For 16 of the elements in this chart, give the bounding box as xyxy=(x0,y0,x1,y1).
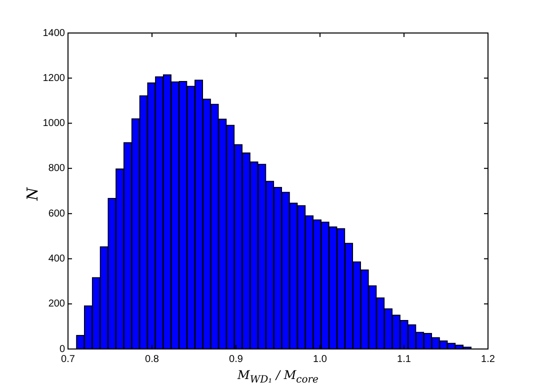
y-tick-label: 0 xyxy=(59,344,66,355)
x-axis-title: M$_{WD₁}$ / M$_{core}$ xyxy=(236,368,320,386)
y-tick-label: 400 xyxy=(48,253,66,264)
y-tick-label: 1200 xyxy=(42,72,66,84)
x-tick-label: 0.8 xyxy=(145,354,160,365)
y-tick-label: 800 xyxy=(48,163,66,174)
x-tick-label: 1.2 xyxy=(481,354,496,365)
x-tick-label: 1.0 xyxy=(313,354,328,365)
x-tick-label: 0.9 xyxy=(229,354,244,365)
y-axis-title: N xyxy=(24,187,42,201)
y-tick-label: 200 xyxy=(48,298,66,310)
y-tick-label: 1000 xyxy=(42,118,66,130)
x-tick-label: 1.1 xyxy=(397,354,412,365)
y-tick-label: 1400 xyxy=(42,28,66,39)
x-tick-label: 0.7 xyxy=(61,354,76,365)
y-tick-label: 600 xyxy=(48,208,66,220)
